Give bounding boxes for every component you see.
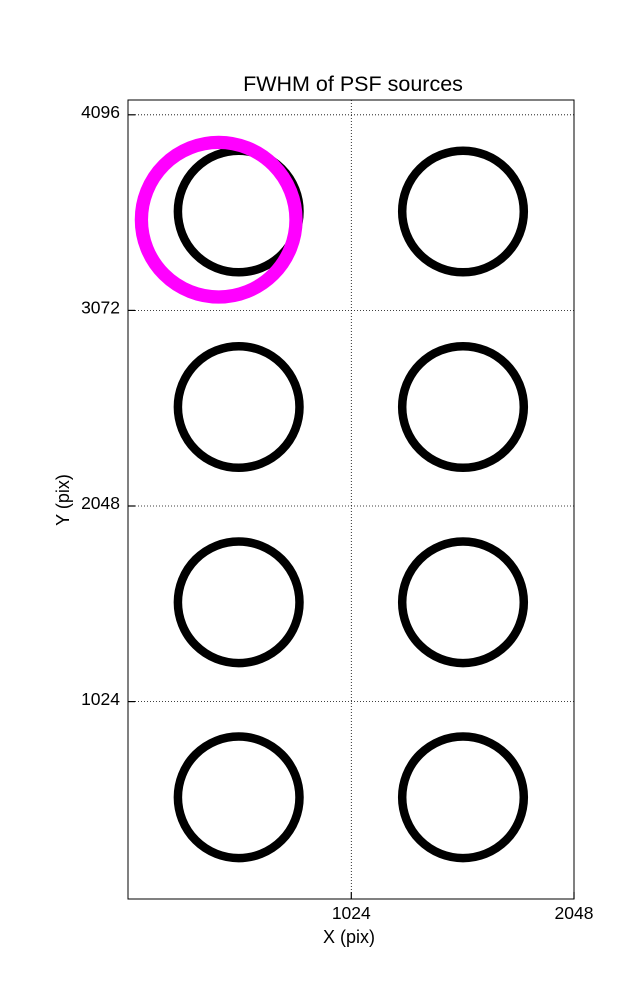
svg-text:3072: 3072: [81, 298, 120, 318]
svg-text:X (pix): X (pix): [323, 927, 375, 947]
svg-text:2048: 2048: [555, 903, 594, 923]
svg-text:1024: 1024: [332, 903, 371, 923]
svg-text:Y (pix): Y (pix): [53, 474, 73, 526]
svg-text:4096: 4096: [81, 102, 120, 122]
svg-text:1024: 1024: [81, 689, 120, 709]
svg-text:2048: 2048: [81, 493, 120, 513]
svg-text:FWHM of PSF sources: FWHM of PSF sources: [243, 72, 463, 96]
